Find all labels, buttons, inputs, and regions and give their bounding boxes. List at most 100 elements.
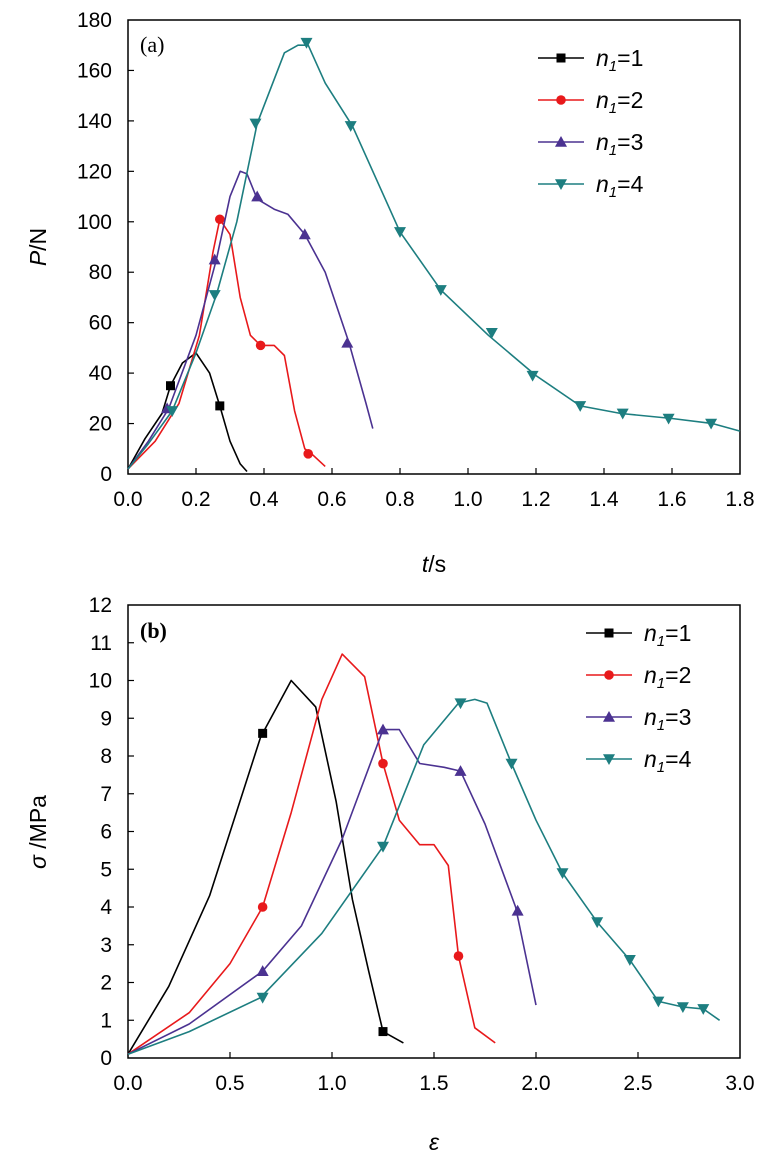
y-tick-label: 80 [89,261,112,284]
legend-label: n1=1 [644,620,691,650]
x-tick-label: 3.0 [725,1072,754,1095]
x-tick-label: 1.2 [521,488,550,511]
x-tick-label: 0.6 [317,488,346,511]
data-point-n1-3 [298,228,311,240]
data-point-n1-4 [616,408,629,420]
series-line-n1-2 [127,653,496,1055]
y-tick-label: 7 [100,783,112,806]
y-tick-label: 9 [100,707,112,730]
x-tick-label: 1.6 [657,488,686,511]
legend-marker [603,754,615,765]
y-tick-label: 20 [89,413,112,436]
data-point-n1-4 [652,996,665,1008]
y-tick-label: 10 [89,670,112,693]
data-point-n1-4 [377,841,389,853]
data-point-n1-1 [166,381,175,391]
series-layer [127,37,741,473]
data-point-n1-3 [377,723,389,735]
data-point-n1-4 [394,227,406,238]
data-point-n1-4 [676,1002,689,1014]
data-point-n1-4 [505,758,518,770]
data-point-n1-2 [453,951,464,961]
data-point-n1-4 [697,1004,710,1015]
x-tick-label: 1.5 [419,1072,448,1095]
data-point-n1-2 [303,449,314,459]
legend-label: n1=4 [644,746,692,776]
data-point-n1-4 [705,418,718,430]
data-point-n1-4 [556,868,569,880]
data-point-n1-1 [258,728,268,738]
y-tick-label: 1 [100,1009,112,1032]
x-tick-label: 1.8 [725,488,754,511]
y-tick-label: 8 [100,745,112,768]
panel-a-chart: 0.0 0.2 0.4 0.6 0.8 1.0 1.2 1.4 1.6 1.8 0 20 40 60 80… [25,9,755,577]
data-point-n1-1 [215,401,225,411]
y-tick-label: 11 [90,632,112,655]
legend-label: n1=3 [596,129,643,159]
legend-marker [556,95,566,105]
data-point-n1-2 [257,902,268,912]
legend-label: n1=3 [644,704,691,734]
legend-marker [555,136,567,147]
data-point-n1-2 [378,758,388,769]
series-layer [127,653,721,1055]
legend-label: n1=4 [596,171,644,201]
x-tick-label: 0.5 [215,1072,244,1095]
data-point-n1-4 [434,285,447,296]
x-tick-label: 2.0 [521,1072,550,1095]
data-point-n1-4 [166,406,179,417]
series-line-n1-4 [127,44,741,470]
y-tick-label: 40 [89,362,112,385]
y-tick-label: 140 [77,110,112,133]
y-axis-label: P/N [25,228,51,266]
data-point-n1-3 [341,336,354,348]
y-tick-label: 2 [100,972,112,995]
y-ticks: 0 20 40 60 80 100 120 140 160 180 [77,9,134,486]
y-tick-label: 0 [100,1047,112,1070]
legend-marker [555,179,567,190]
data-point-n1-4 [485,327,498,339]
data-point-n1-4 [300,37,313,49]
series-line-n1-1 [127,352,248,473]
panel-label: (b) [140,618,167,643]
legend-marker [604,628,614,638]
data-point-n1-4 [208,290,221,301]
x-tick-label: 2.5 [623,1072,652,1095]
legend-label: n1=2 [644,662,691,692]
x-tick-label: 0.4 [249,488,279,511]
data-point-n1-4 [249,118,262,130]
y-tick-label: 3 [100,934,112,957]
x-tick-label: 1.4 [589,488,619,511]
x-tick-label: 0.2 [181,488,210,511]
legend-marker [556,53,566,63]
y-tick-label: 0 [100,463,112,486]
x-ticks: 0.0 0.2 0.4 0.6 0.8 1.0 1.2 1.4 1.6 1.8 [113,468,755,511]
data-point-n1-4 [623,955,636,966]
data-point-n1-2 [215,214,225,225]
legend-label: n1=2 [596,87,643,117]
x-ticks: 0.0 0.5 1.0 1.5 2.0 2.5 3.0 [113,1052,755,1095]
legend-marker [604,670,614,680]
data-point-n1-4 [526,370,539,382]
data-point-n1-3 [208,253,221,265]
legend: n1=1 n1=2 n1=3 n1=4 [538,45,644,201]
data-point-n1-1 [378,1027,388,1037]
data-point-n1-4 [662,413,675,425]
y-tick-label: 100 [77,211,112,234]
series-line-n1-3 [127,728,537,1055]
y-tick-label: 5 [100,858,112,881]
data-point-n1-4 [574,401,587,412]
legend: n1=1 n1=2 n1=3 n1=4 [586,620,692,776]
x-tick-label: 0.0 [113,1072,142,1095]
legend-label: n1=1 [596,45,643,75]
series-line-n1-1 [127,679,404,1055]
data-point-n1-2 [255,340,266,351]
y-tick-label: 160 [77,59,112,82]
y-axis-label: σ /MPa [25,795,51,869]
plot-frame [127,19,741,475]
data-point-n1-4 [591,917,604,929]
data-point-n1-3 [256,965,269,976]
